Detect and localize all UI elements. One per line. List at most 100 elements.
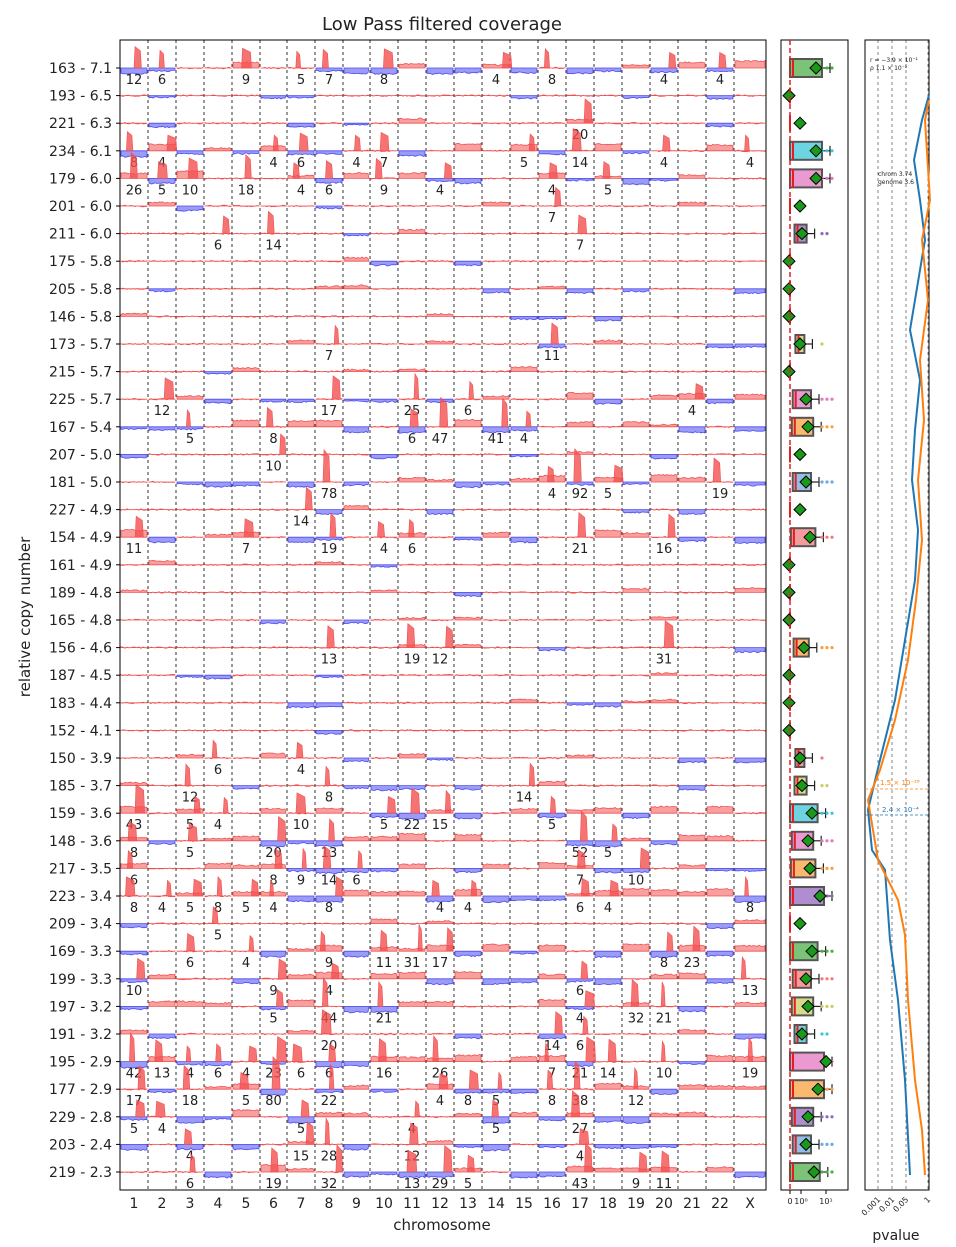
coverage-segment — [622, 150, 650, 155]
coverage-segment — [538, 591, 566, 594]
coverage-segment — [148, 480, 176, 483]
coverage-segment — [148, 1143, 176, 1146]
coverage-segment — [650, 757, 678, 760]
coverage-segment — [370, 370, 398, 373]
mean-marker — [782, 668, 796, 682]
coverage-segment — [594, 287, 622, 291]
coverage-segment — [120, 1061, 148, 1069]
coverage-segment — [510, 698, 538, 704]
amplification-copy-label: 5 — [186, 432, 194, 447]
mean-marker — [799, 475, 813, 489]
coverage-segment — [260, 701, 287, 704]
amplification-peak — [134, 783, 145, 814]
coverage-segment — [566, 204, 594, 208]
coverage-segment — [538, 729, 566, 732]
amplification-peak — [580, 877, 590, 897]
coverage-segment — [398, 563, 426, 566]
coverage-segment — [426, 729, 454, 732]
amplification-peak — [446, 927, 454, 952]
coverage-segment — [232, 453, 260, 456]
coverage-segment — [120, 1116, 148, 1121]
coverage-segment — [204, 121, 232, 125]
coverage-segment — [232, 204, 260, 208]
amplification-peak — [692, 925, 701, 952]
boxplot-outlier — [830, 1004, 834, 1009]
boxplot-outlier — [830, 1087, 834, 1091]
coverage-segment — [176, 977, 204, 981]
coverage-segment — [566, 481, 594, 486]
coverage-segment — [343, 922, 370, 925]
coverage-segment — [510, 259, 538, 263]
coverage-segment — [204, 784, 232, 787]
coverage-segment — [148, 646, 176, 649]
amplification-copy-label: 17 — [432, 956, 449, 971]
coverage-segment — [594, 122, 622, 125]
coverage-segment — [148, 756, 176, 760]
amplification-peak — [276, 1035, 287, 1062]
coverage-segment — [482, 531, 510, 538]
sample-label: 167 - 5.4 — [49, 420, 112, 436]
coverage-segment — [204, 922, 232, 925]
amplification-copy-label: 8 — [325, 901, 333, 916]
boxplot-outlier — [830, 894, 834, 898]
coverage-segment — [566, 646, 594, 649]
coverage-segment — [120, 729, 148, 732]
coverage-segment — [706, 805, 734, 814]
coverage-segment — [120, 756, 148, 760]
amplification-copy-label: 21 — [656, 1011, 673, 1026]
amplification-copy-label: 15 — [432, 818, 449, 833]
boxplot-outlier — [830, 425, 834, 429]
coverage-segment — [287, 536, 315, 544]
mean-marker — [782, 558, 796, 572]
amplification-copy-label: 14 — [516, 791, 533, 806]
coverage-segment — [706, 143, 734, 152]
coverage-segment — [343, 1006, 370, 1014]
coverage-segment — [566, 950, 594, 953]
coverage-segment — [176, 753, 204, 759]
amplification-peak — [322, 845, 332, 869]
coverage-segment — [678, 618, 706, 622]
amplification-peak — [666, 931, 674, 952]
coverage-segment — [232, 94, 260, 97]
coverage-segment — [176, 94, 204, 97]
coverage-segment — [315, 453, 343, 456]
coverage-segment — [734, 674, 766, 677]
boxplot-outlier — [830, 1170, 834, 1174]
chromosome-tick-label: 3 — [186, 1196, 195, 1212]
coverage-segment — [370, 1171, 398, 1176]
coverage-segment — [622, 618, 650, 622]
amplification-peak — [271, 1056, 281, 1090]
amplification-copy-label: 14 — [572, 156, 589, 171]
sample-label: 156 - 4.6 — [49, 641, 112, 657]
coverage-segment — [454, 315, 482, 318]
coverage-segment — [594, 67, 622, 73]
coverage-segment — [287, 784, 315, 787]
coverage-segment — [454, 1144, 482, 1149]
sample-label: 225 - 5.7 — [49, 392, 112, 408]
coverage-segment — [398, 260, 426, 263]
amplification-copy-label: 4 — [242, 956, 250, 971]
amplification-peak — [417, 924, 423, 952]
chromosome-tick-label: 10 — [375, 1196, 393, 1212]
boxplot-outlier — [830, 977, 834, 981]
coverage-segment — [120, 204, 148, 208]
coverage-segment — [454, 812, 482, 820]
coverage-segment — [315, 178, 343, 185]
coverage-segment — [204, 1061, 232, 1067]
coverage-segment — [594, 204, 622, 208]
coverage-segment — [260, 563, 288, 567]
coverage-segment — [482, 453, 510, 456]
coverage-segment — [426, 204, 454, 208]
amplification-copy-label: 13 — [742, 984, 759, 999]
mean-marker — [805, 944, 819, 958]
coverage-segment — [622, 699, 650, 704]
coverage-segment — [315, 730, 343, 735]
coverage-segment — [232, 922, 260, 925]
coverage-segment — [287, 895, 315, 903]
amplification-copy-label: 13 — [321, 653, 338, 668]
coverage-segment — [315, 285, 343, 290]
coverage-segment — [734, 784, 766, 787]
coverage-segment — [538, 861, 566, 869]
coverage-segment — [315, 561, 343, 566]
pvalue-curve-orange — [866, 99, 932, 1176]
